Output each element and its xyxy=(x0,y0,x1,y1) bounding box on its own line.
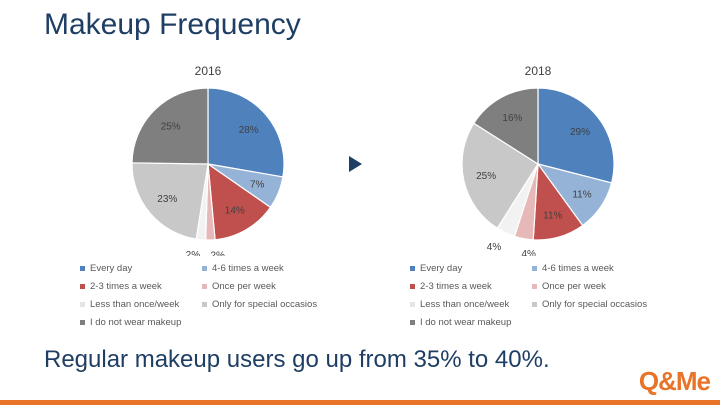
data-label-only-for-special-occasios: 23% xyxy=(157,194,177,205)
data-label-2-3-times-a-week: 11% xyxy=(543,211,562,222)
legend-item-once-per-week: Once per week xyxy=(532,281,670,292)
brand-logo: Q&Me xyxy=(638,366,711,396)
legend-swatch xyxy=(532,266,537,271)
legend-swatch xyxy=(410,266,415,271)
legend-swatch xyxy=(80,284,85,289)
legend-label: 4-6 times a week xyxy=(542,263,614,274)
data-label-every-day: 29% xyxy=(570,127,590,138)
legend-label: 4-6 times a week xyxy=(212,263,284,274)
legend-label: 2-3 times a week xyxy=(90,281,162,292)
chart-title: 2016 xyxy=(194,64,222,78)
legend-item-2-3-times-a-week: 2-3 times a week xyxy=(410,281,532,292)
legend-item-i-do-not-wear-makeup: I do not wear makeup xyxy=(80,317,202,328)
legend-label: Only for special occasios xyxy=(212,299,318,310)
data-label-less-than-once-week: 2% xyxy=(186,250,201,256)
legend-item-4-6-times-a-week: 4-6 times a week xyxy=(532,263,670,274)
legend-label: Every day xyxy=(90,263,133,274)
legend-item-once-per-week: Once per week xyxy=(202,281,340,292)
pie-slice-every-day xyxy=(537,87,615,184)
play-triangle-icon xyxy=(349,156,362,172)
pie-slice-2-3-times-a-week xyxy=(207,162,272,241)
legend-label: Every day xyxy=(420,263,463,274)
data-label-once-per-week: 4% xyxy=(521,249,536,256)
data-label-4-6-times-a-week: 11% xyxy=(572,189,591,200)
legend-item-4-6-times-a-week: 4-6 times a week xyxy=(202,263,340,274)
data-label-only-for-special-occasios: 25% xyxy=(476,171,496,182)
data-label-less-than-once-week: 4% xyxy=(487,242,502,253)
pie-slice-every-day xyxy=(207,87,285,178)
legend-label: 2-3 times a week xyxy=(420,281,492,292)
page-title: Makeup Frequency xyxy=(44,8,301,41)
legend-swatch xyxy=(202,302,207,307)
chart-legend: Every day 4-6 times a week 2-3 times a wee… xyxy=(410,263,670,328)
legend-label: Less than once/week xyxy=(420,299,510,310)
pie-svg: 28% 7% 14% 2% 2% 23% 25% xyxy=(131,87,285,257)
legend-label: I do not wear makeup xyxy=(420,317,512,328)
legend-item-only-for-special-occasios: Only for special occasios xyxy=(202,299,340,310)
legend-label: Once per week xyxy=(212,281,276,292)
pie-chart-2016: 2016 28% 7% 14% 2% 2% 23% 25% Every day 4-6 tim… xyxy=(58,56,358,336)
pie-slice-i-do-not-wear-makeup xyxy=(131,87,209,165)
legend-item-every-day: Every day xyxy=(410,263,532,274)
legend-swatch xyxy=(202,266,207,271)
legend-item-every-day: Every day xyxy=(80,263,202,274)
legend-item-less-than-once-week: Less than once/week xyxy=(410,299,532,310)
legend-item-only-for-special-occasios: Only for special occasios xyxy=(532,299,670,310)
legend-swatch xyxy=(80,302,85,307)
chart-legend: Every day 4-6 times a week 2-3 times a wee… xyxy=(80,263,340,328)
data-label-i-do-not-wear-makeup: 16% xyxy=(502,113,522,124)
legend-swatch xyxy=(410,320,415,325)
chart-title: 2018 xyxy=(524,64,552,78)
bottom-accent-bar xyxy=(0,400,720,405)
legend-swatch xyxy=(410,302,415,307)
legend-swatch xyxy=(202,284,207,289)
legend-item-i-do-not-wear-makeup: I do not wear makeup xyxy=(410,317,532,328)
legend-item-less-than-once-week: Less than once/week xyxy=(80,299,202,310)
legend-swatch xyxy=(410,284,415,289)
legend-label: I do not wear makeup xyxy=(90,317,182,328)
pie-chart-2018: 2018 29% 11% 11% 4% 4% 25% 16% Every day 4-6 ti… xyxy=(388,56,688,336)
data-label-2-3-times-a-week: 14% xyxy=(225,205,245,216)
legend-swatch xyxy=(80,320,85,325)
conclusion-text: Regular makeup users go up from 35% to 4… xyxy=(44,346,550,373)
data-label-every-day: 28% xyxy=(239,125,259,136)
legend-label: Less than once/week xyxy=(90,299,180,310)
data-label-4-6-times-a-week: 7% xyxy=(250,180,265,191)
pie-slice-i-do-not-wear-makeup xyxy=(473,87,539,166)
data-label-once-per-week: 2% xyxy=(210,251,225,257)
pie-slice-only-for-special-occasios xyxy=(461,122,539,229)
legend-label: Once per week xyxy=(542,281,606,292)
legend-item-2-3-times-a-week: 2-3 times a week xyxy=(80,281,202,292)
data-label-i-do-not-wear-makeup: 25% xyxy=(161,122,181,133)
legend-swatch xyxy=(532,284,537,289)
legend-label: Only for special occasios xyxy=(542,299,648,310)
legend-swatch xyxy=(532,302,537,307)
pie-svg: 29% 11% 11% 4% 4% 25% 16% xyxy=(461,87,615,256)
legend-swatch xyxy=(80,266,85,271)
pie-slice-only-for-special-occasios xyxy=(131,162,209,240)
